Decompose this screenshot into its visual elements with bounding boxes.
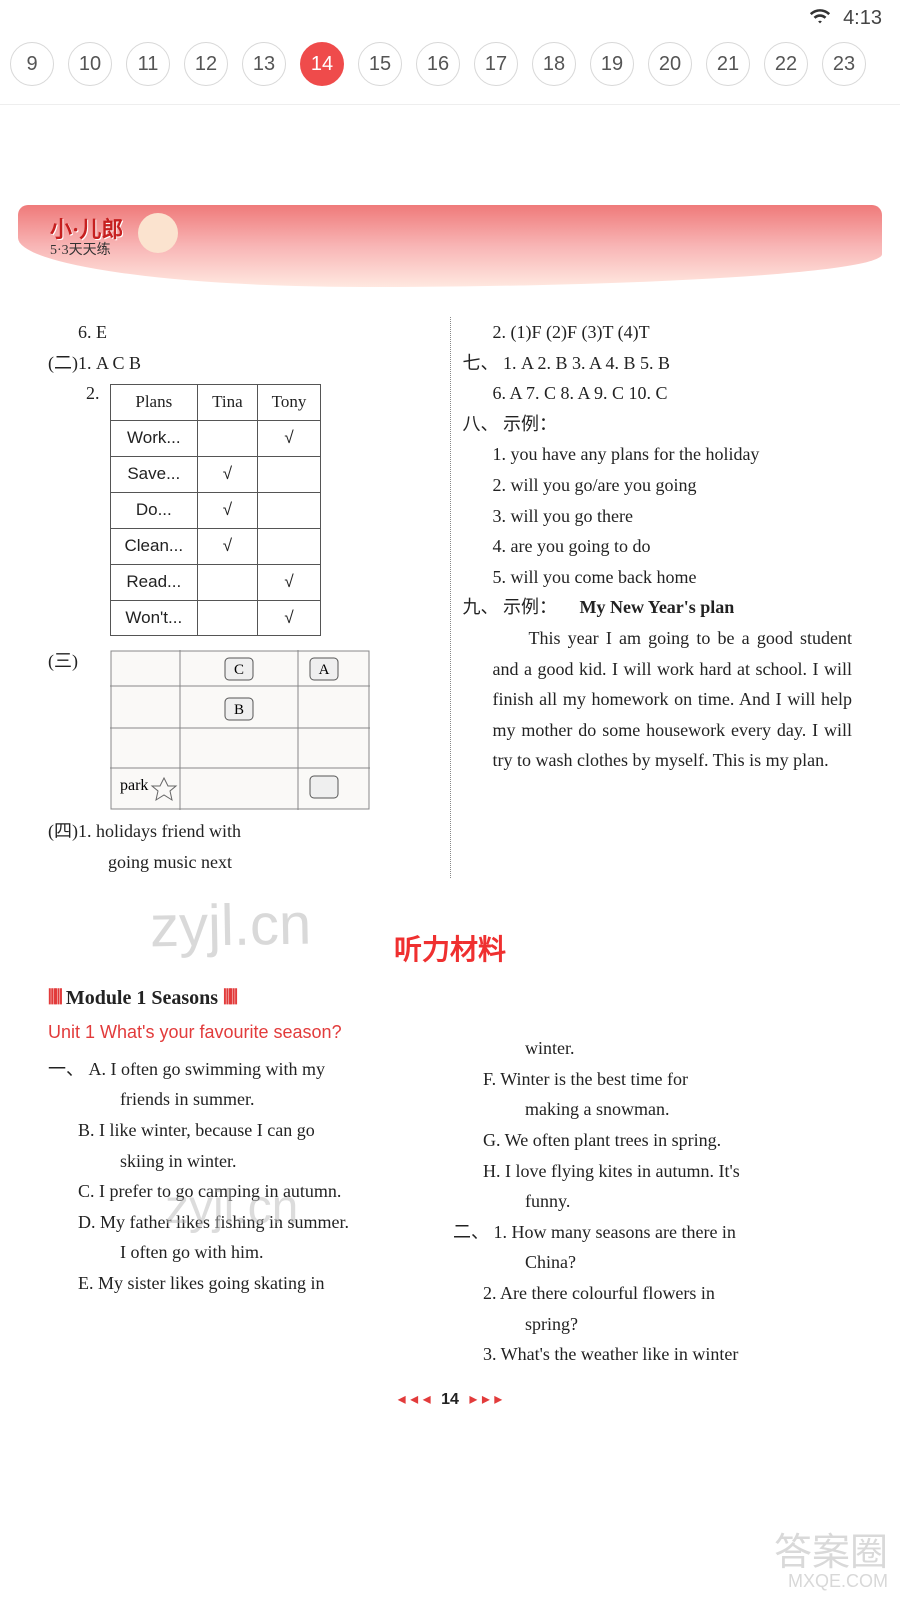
brand-banner: 小·儿郎 5·3天天练 [18, 205, 882, 287]
section-4-1b: going music next [48, 847, 438, 878]
listening-right-col: winter. F. Winter is the best time for m… [453, 977, 852, 1370]
q7-a: 七、 1. A 2. B 3. A 4. B 5. B [463, 348, 853, 379]
itemB: B. I like winter, because I can go [48, 1115, 447, 1146]
q2-1: 1. How many seasons are there in [494, 1222, 736, 1242]
page-tab-12[interactable]: 12 [184, 42, 228, 86]
itemA2: friends in summer. [48, 1084, 447, 1115]
q8-5: 5. will you come back home [463, 562, 853, 593]
watermark-bottom-right: 答案圈 MXQE.COM [774, 1534, 888, 1590]
svg-text:A: A [319, 662, 330, 678]
page-tab-9[interactable]: 9 [10, 42, 54, 86]
section-4-1: (四)1. holidays friend with [48, 816, 438, 847]
page-tab-17[interactable]: 17 [474, 42, 518, 86]
q9-title: My New Year's plan [580, 597, 735, 617]
left-column: 6. E (二)1. A C B 2. PlansTinaTonyWork...… [48, 317, 438, 878]
page-tab-22[interactable]: 22 [764, 42, 808, 86]
svg-text:park: park [120, 777, 148, 794]
page-tab-15[interactable]: 15 [358, 42, 402, 86]
svg-text:C: C [234, 662, 244, 678]
q8-label: 八、 示例： [463, 409, 853, 440]
itemB2: skiing in winter. [48, 1146, 447, 1177]
itemE: E. My sister likes going skating in [48, 1268, 447, 1299]
q8-4: 4. are you going to do [463, 531, 853, 562]
plans-table: PlansTinaTonyWork...√Save...√Do...√Clean… [110, 384, 322, 636]
page-footer: ◂ ◂ ◂ 14 ▸ ▸ ▸ [48, 1386, 852, 1413]
wifi-icon [809, 5, 831, 32]
page-number-tabs: 9 10 11 12 13 14 15 16 17 18 19 20 21 22 23 [0, 36, 900, 105]
section-2-1: (二)1. A C B [48, 348, 438, 379]
mascot-icon [138, 213, 178, 253]
ans-2: 2. (1)F (2)F (3)T (4)T [463, 317, 853, 348]
q7-b: 6. A 7. C 8. A 9. C 10. C [463, 378, 853, 409]
page-tab-20[interactable]: 20 [648, 42, 692, 86]
pager-prev-icon: ◂ ◂ ◂ [398, 1391, 431, 1408]
section-2-2-label: 2. [48, 378, 100, 644]
page-tab-11[interactable]: 11 [126, 42, 170, 86]
deco-right-icon: ⫴⫴ [223, 987, 236, 1009]
pager-number: 14 [441, 1391, 459, 1408]
status-time: 4:13 [843, 7, 882, 30]
watermark-2: zyjl.cn [165, 1180, 298, 1235]
q8-1: 1. you have any plans for the holiday [463, 439, 853, 470]
q8-2: 2. will you go/are you going [463, 470, 853, 501]
unit-title: Unit 1 What's your favourite season? [48, 1017, 447, 1048]
ans-6: 6. E [48, 317, 438, 348]
page-tab-10[interactable]: 10 [68, 42, 112, 86]
q8-3: 3. will you go there [463, 501, 853, 532]
page-tab-16[interactable]: 16 [416, 42, 460, 86]
watermark-1: zyjl.cn [149, 891, 311, 961]
page-tab-18[interactable]: 18 [532, 42, 576, 86]
page-tab-13[interactable]: 13 [242, 42, 286, 86]
itemH: H. I love flying kites in autumn. It's [453, 1156, 852, 1187]
page-tab-21[interactable]: 21 [706, 42, 750, 86]
module-title: Module 1 Seasons [66, 987, 218, 1009]
q2-1b: China? [453, 1247, 852, 1278]
deco-left-icon: ⫴⫴ [48, 987, 61, 1009]
q2-2b: spring? [453, 1309, 852, 1340]
page-tab-19[interactable]: 19 [590, 42, 634, 86]
sec1-label: 一、 [48, 1059, 84, 1079]
right-column: 2. (1)F (2)F (3)T (4)T 七、 1. A 2. B 3. A… [463, 317, 853, 878]
q9-body: This year I am going to be a good studen… [463, 623, 853, 776]
itemA: A. I often go swimming with my [89, 1059, 326, 1079]
q9-label: 九、 示例： [463, 597, 558, 617]
brand-subtitle: 5·3天天练 [50, 239, 111, 263]
itemH2: funny. [453, 1186, 852, 1217]
document-body: 小·儿郎 5·3天天练 6. E (二)1. A C B 2. PlansTin… [0, 105, 900, 1413]
pager-next-icon: ▸ ▸ ▸ [469, 1391, 502, 1408]
itemG: G. We often plant trees in spring. [453, 1125, 852, 1156]
itemE-cont: winter. [453, 1033, 852, 1064]
listening-left-col: ⫴⫴ Module 1 Seasons ⫴⫴ Unit 1 What's you… [48, 977, 447, 1370]
q2-3: 3. What's the weather like in winter [453, 1339, 852, 1370]
status-bar: 4:13 [0, 0, 900, 36]
itemF: F. Winter is the best time for [453, 1064, 852, 1095]
page-tab-23[interactable]: 23 [822, 42, 866, 86]
itemD2: I often go with him. [48, 1237, 447, 1268]
section-3-label: (三) [48, 646, 78, 677]
page-tab-14[interactable]: 14 [300, 42, 344, 86]
svg-text:B: B [234, 702, 244, 718]
sec2-label: 二、 [453, 1222, 489, 1242]
itemF2: making a snowman. [453, 1094, 852, 1125]
street-map: A C B park [110, 650, 370, 810]
column-divider [450, 317, 451, 878]
q2-2: 2. Are there colourful flowers in [453, 1278, 852, 1309]
